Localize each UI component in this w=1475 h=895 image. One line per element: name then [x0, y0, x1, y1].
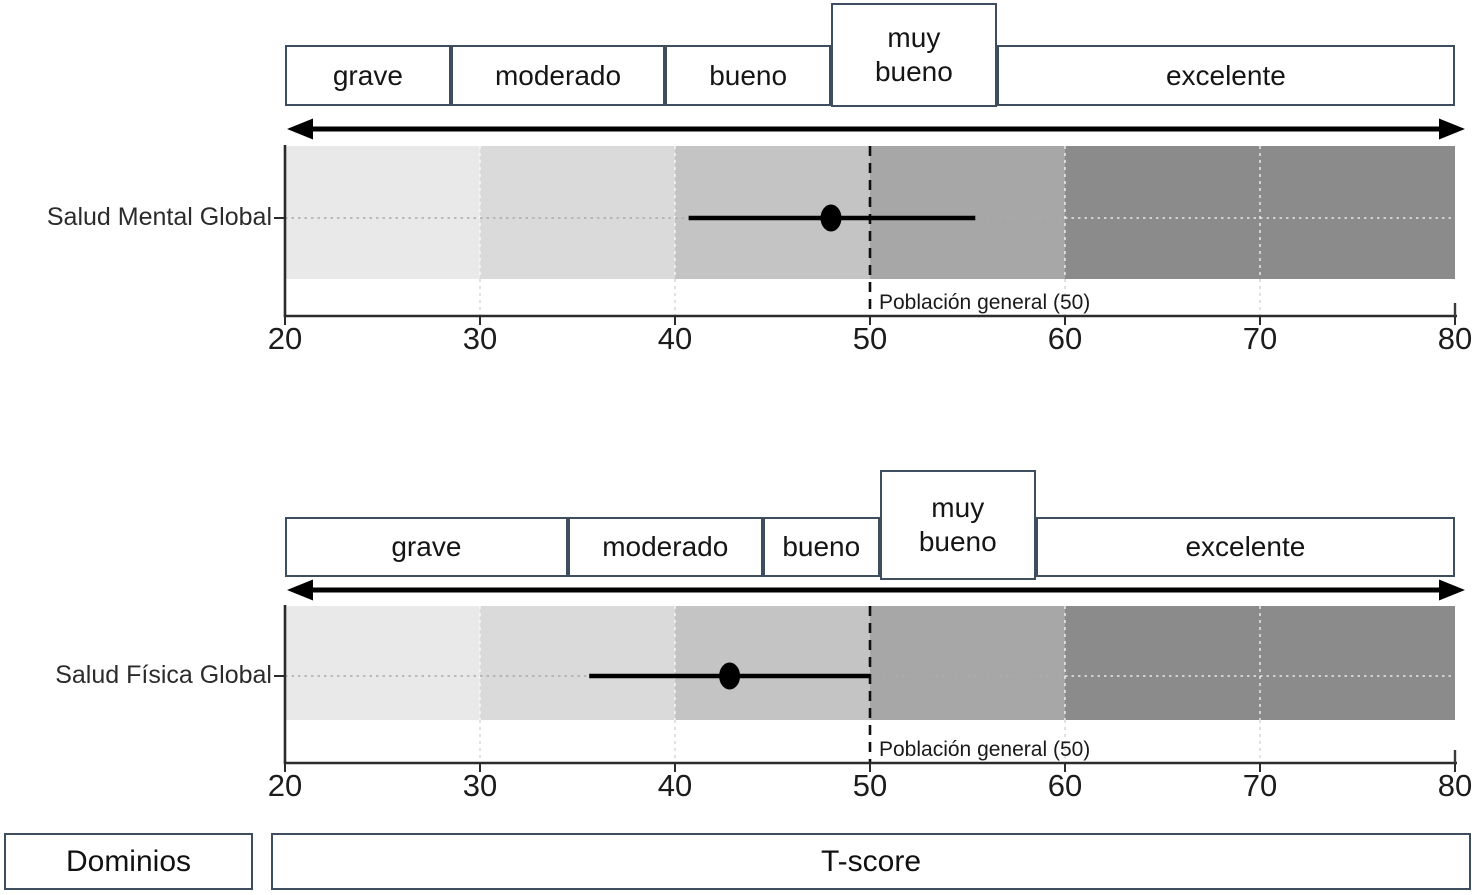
- arrowhead-left-icon: [287, 579, 313, 601]
- tscore-header-box: T-score: [271, 833, 1471, 890]
- score-zone: [675, 146, 870, 279]
- score-marker: [719, 662, 741, 690]
- arrowhead-right-icon: [1439, 118, 1465, 140]
- score-zone: [480, 146, 675, 279]
- score-zone: [480, 606, 675, 720]
- domains-header-label: Dominios: [65, 844, 192, 878]
- arrowhead-left-icon: [287, 118, 313, 140]
- score-zone: [870, 146, 1065, 279]
- score-zone: [870, 606, 1065, 720]
- score-zone: [285, 606, 480, 720]
- score-zone: [675, 606, 870, 720]
- arrowhead-right-icon: [1439, 579, 1465, 601]
- score-zone: [285, 146, 480, 279]
- domains-header-box: Dominios: [4, 833, 253, 890]
- tscore-header-label: T-score: [820, 844, 922, 878]
- score-marker: [820, 204, 842, 232]
